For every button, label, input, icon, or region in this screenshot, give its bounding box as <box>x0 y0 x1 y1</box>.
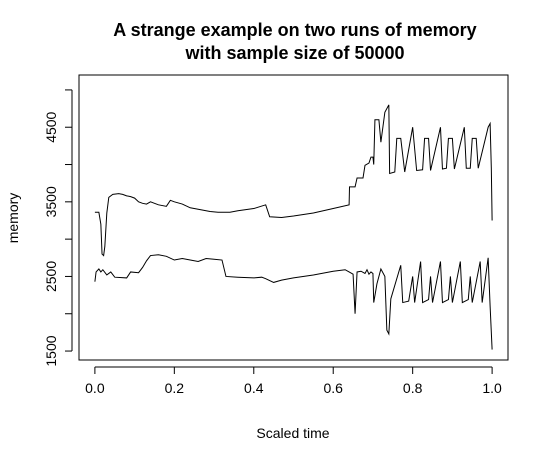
series-line-1 <box>94 104 493 257</box>
plot-frame <box>78 74 509 361</box>
x-tick-label: 0.4 <box>244 380 264 396</box>
x-tick-label: 0.2 <box>165 380 185 396</box>
x-axis: 0.0 0.2 0.4 0.6 0.8 1.0 <box>85 366 502 396</box>
x-tick-label: 0.0 <box>85 380 105 396</box>
chart-title-line-1: A strange example on two runs of memory <box>113 20 476 40</box>
x-tick-label: 0.8 <box>403 380 423 396</box>
y-tick-label: 3500 <box>43 186 59 217</box>
chart-title-line-2: with sample size of 50000 <box>184 43 404 63</box>
series-group <box>94 104 493 350</box>
y-tick-label: 4500 <box>43 111 59 142</box>
y-tick-label: 2500 <box>43 261 59 292</box>
x-tick-label: 0.6 <box>323 380 343 396</box>
x-tick-label: 1.0 <box>482 380 502 396</box>
y-axis-label: memory <box>5 193 21 244</box>
series-line-2 <box>94 254 493 350</box>
y-axis: 1500 2500 3500 4500 <box>43 89 73 367</box>
chart-title: A strange example on two runs of memory … <box>113 20 476 63</box>
x-axis-label: Scaled time <box>256 425 329 441</box>
y-tick-label: 1500 <box>43 335 59 366</box>
